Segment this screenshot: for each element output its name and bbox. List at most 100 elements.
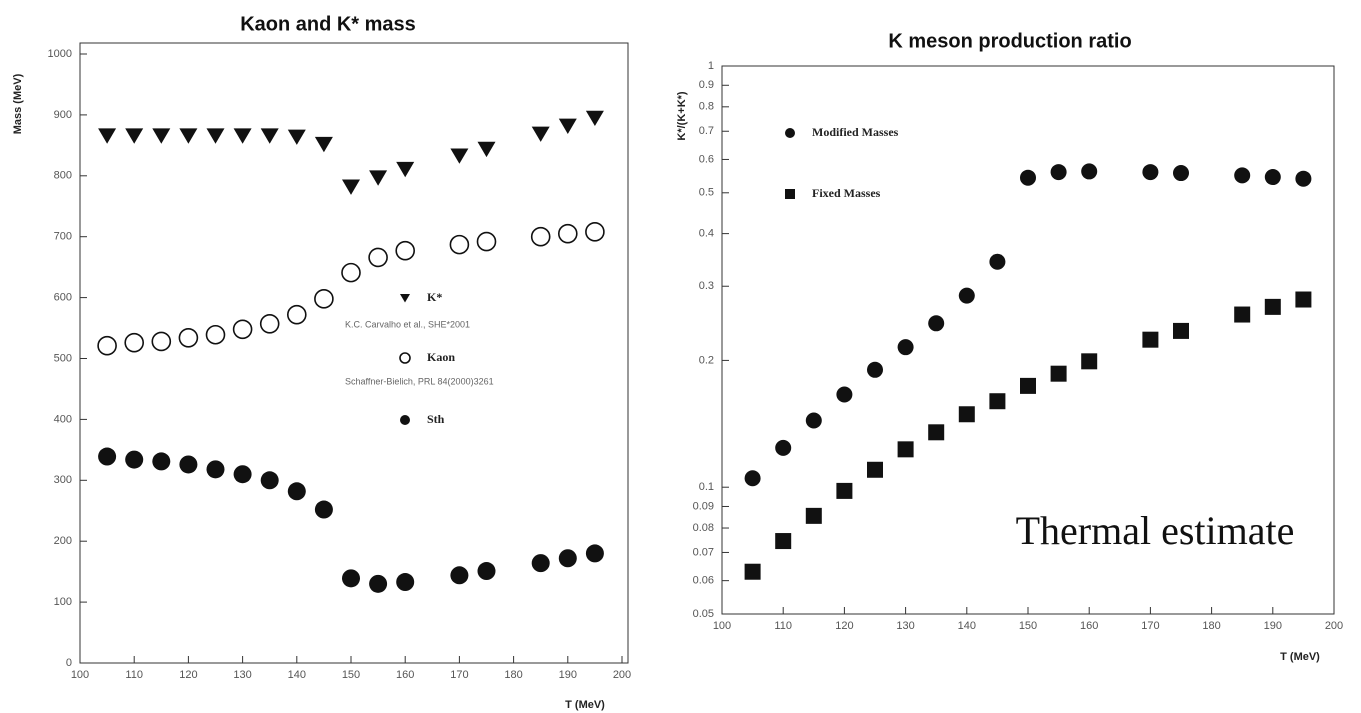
data-point: [989, 393, 1006, 410]
y-axis-label: K*/(K+K*): [676, 91, 688, 141]
y-tick-label: 600: [54, 292, 72, 304]
data-point: [259, 313, 280, 334]
data-point: [1173, 165, 1189, 182]
data-point: [1050, 365, 1067, 382]
data-point: [314, 500, 333, 519]
legend-label: Sth: [427, 412, 445, 426]
y-tick-label: 0: [66, 657, 72, 669]
x-tick-label: 140: [288, 669, 306, 681]
legend-label: Kaon: [427, 350, 455, 364]
data-point: [928, 424, 945, 441]
y-tick-label: 0.1: [699, 481, 714, 493]
data-point: [396, 161, 415, 178]
data-point: [867, 461, 883, 478]
y-tick-label: 0.2: [699, 354, 714, 366]
x-tick-label: 120: [179, 669, 197, 681]
data-point: [314, 136, 333, 153]
data-point: [1081, 353, 1098, 370]
data-point: [368, 247, 388, 268]
x-tick-label: 110: [125, 669, 143, 681]
data-point: [897, 441, 914, 458]
x-tick-label: 110: [774, 620, 792, 632]
data-point: [179, 455, 198, 474]
y-tick-label: 0.6: [699, 153, 714, 165]
data-point: [477, 141, 496, 158]
data-point: [1295, 291, 1312, 308]
data-point: [958, 406, 975, 423]
data-point: [232, 319, 253, 340]
data-point: [585, 222, 605, 242]
x-tick-label: 200: [613, 669, 631, 681]
y-tick-label: 1: [708, 60, 714, 72]
data-point: [1234, 167, 1251, 184]
x-tick-label: 150: [1019, 620, 1037, 632]
data-point: [98, 447, 117, 466]
x-tick-label: 120: [835, 620, 853, 632]
data-point: [836, 386, 853, 403]
x-tick-label: 190: [1264, 620, 1282, 632]
x-tick-label: 140: [958, 620, 976, 632]
y-tick-label: 0.05: [693, 608, 714, 620]
x-tick-label: 170: [450, 669, 468, 681]
data-point: [1173, 322, 1189, 339]
data-point: [98, 128, 117, 144]
data-point: [125, 128, 144, 144]
data-point: [1142, 331, 1159, 348]
data-point: [151, 331, 172, 352]
data-point: [233, 465, 252, 484]
data-point: [836, 482, 853, 499]
data-point: [97, 335, 117, 356]
y-tick-label: 0.9: [699, 79, 714, 91]
y-tick-label: 400: [54, 413, 72, 425]
x-tick-label: 160: [396, 669, 414, 681]
x-axis-label: T (MeV): [1280, 651, 1320, 663]
legend-label: Modified Masses: [812, 125, 899, 139]
x-tick-label: 150: [342, 669, 360, 681]
y-tick-label: 0.08: [693, 522, 714, 534]
data-point: [396, 573, 415, 592]
data-point: [450, 148, 469, 164]
y-tick-label: 0.7: [699, 125, 714, 137]
data-point: [744, 563, 761, 580]
x-tick-label: 100: [71, 669, 89, 681]
data-point: [287, 482, 306, 501]
data-point: [152, 128, 171, 144]
y-axis-label: Mass (MeV): [12, 73, 24, 134]
data-point: [1264, 298, 1281, 315]
data-point: [1081, 163, 1098, 180]
y-tick-label: 0.4: [699, 228, 714, 240]
data-point: [206, 128, 225, 144]
data-point: [558, 549, 577, 568]
data-point: [287, 129, 306, 145]
plot-frame: [79, 42, 629, 664]
legend-marker: [400, 415, 410, 425]
data-point: [178, 327, 199, 348]
data-point: [897, 339, 914, 356]
data-point: [1234, 306, 1251, 323]
data-point: [744, 470, 761, 487]
data-point: [369, 170, 388, 186]
data-point: [477, 562, 496, 581]
legend-marker: [785, 189, 795, 199]
data-point: [867, 361, 883, 378]
data-point: [531, 554, 550, 573]
data-point: [557, 223, 578, 244]
data-point: [341, 262, 361, 283]
data-point: [585, 544, 604, 563]
data-point: [1020, 169, 1036, 186]
y-tick-label: 0.3: [699, 280, 714, 292]
data-point: [206, 460, 225, 479]
y-tick-label: 800: [54, 170, 72, 182]
data-point: [314, 289, 334, 309]
data-point: [558, 118, 577, 134]
x-tick-label: 180: [504, 669, 522, 681]
annotation: Schaffner-Bielich, PRL 84(2000)3261: [345, 376, 494, 386]
data-point: [233, 128, 252, 144]
x-tick-label: 170: [1141, 620, 1159, 632]
data-point: [476, 231, 497, 252]
data-point: [1050, 164, 1067, 181]
legend-label: K*: [427, 290, 442, 304]
data-point: [531, 126, 550, 142]
x-tick-label: 160: [1080, 620, 1098, 632]
y-tick-label: 0.8: [699, 101, 714, 113]
